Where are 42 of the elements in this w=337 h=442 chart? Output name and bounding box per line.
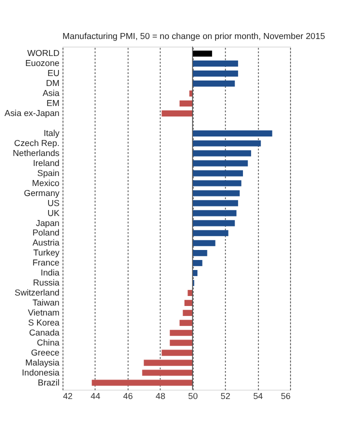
y-tick-label: Euozone: [25, 58, 60, 68]
y-tick-label: Austria: [32, 238, 60, 248]
y-tick-label: EU: [47, 68, 60, 78]
y-tick-label: Vietnam: [28, 308, 60, 318]
y-tick-label: Indonesia: [22, 367, 60, 378]
y-tick-label: Poland: [32, 228, 60, 238]
y-tick-label: Mexico: [32, 178, 60, 188]
y-tick-label: Greece: [31, 347, 60, 358]
y-tick-label: S Korea: [28, 317, 60, 328]
x-tick-label: 54: [253, 390, 264, 401]
y-tick-label: China: [36, 337, 60, 348]
y-tick-label: Ireland: [32, 158, 60, 168]
y-tick-label: Turkey: [33, 248, 60, 258]
x-tick-label: 52: [220, 390, 231, 401]
x-tick-label: 50: [188, 390, 198, 401]
y-tick-label: EM: [46, 98, 60, 108]
y-tick-label: UK: [47, 208, 60, 218]
y-tick-label: Asia: [42, 88, 60, 98]
y-tick-label: France: [32, 258, 60, 268]
x-tick-label: 44: [90, 390, 100, 401]
y-tick-label: Czech Rep.: [14, 138, 60, 148]
y-tick-label: US: [47, 198, 60, 208]
y-tick-label: Italy: [44, 128, 60, 138]
y-tick-label: Canada: [29, 327, 60, 338]
x-tick-label: 46: [123, 390, 133, 401]
y-tick-label: Brazil: [38, 377, 60, 388]
y-tick-label: Taiwan: [32, 298, 60, 308]
y-tick-label: India: [40, 268, 60, 278]
y-tick-label: Switzerland: [14, 288, 60, 298]
y-tick-label: Spain: [37, 168, 60, 178]
y-tick-label: Asia ex-Japan: [4, 108, 60, 118]
y-tick-label: Germany: [24, 188, 60, 198]
y-tick-label: Russia: [32, 278, 60, 288]
chart-title: Manufacturing PMI, 50 = no change on prior month, November 2015: [62, 31, 326, 42]
y-tick-label: Malaysia: [25, 357, 60, 368]
x-tick-label: 48: [156, 390, 166, 401]
y-tick-label: Netherlands: [12, 148, 60, 158]
x-tick-label: 56: [280, 390, 291, 401]
y-tick-label: DM: [46, 78, 60, 88]
y-tick-label: WORLD: [27, 48, 60, 58]
y-tick-label: Japan: [36, 218, 60, 228]
x-tick-label: 42: [62, 390, 73, 401]
